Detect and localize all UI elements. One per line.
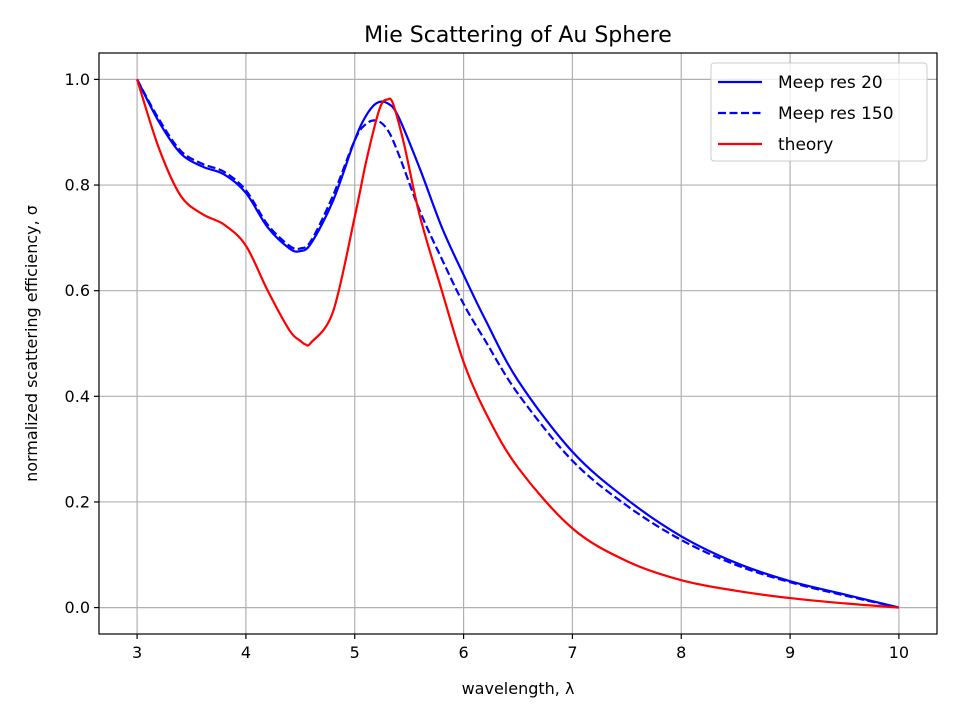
legend-label-theory: theory — [778, 135, 833, 155]
x-tick-label: 4 — [241, 643, 251, 662]
x-tick-label: 10 — [889, 643, 909, 662]
plot-area-frame — [98, 52, 938, 635]
legend-label-meep-res-20: Meep res 20 — [778, 73, 883, 93]
legend-box — [710, 62, 928, 162]
y-tick-label: 0.6 — [65, 281, 90, 300]
series-line-meep-res-20 — [136, 78, 900, 609]
x-tick-label: 3 — [132, 643, 142, 662]
series-line-theory — [136, 79, 899, 609]
y-tick-label: 0.2 — [65, 492, 90, 511]
x-tick-label: 9 — [785, 643, 795, 662]
x-tick-label: 6 — [458, 643, 468, 662]
y-tick-label: 0.0 — [65, 598, 90, 617]
y-tick-label: 0.4 — [65, 387, 90, 406]
x-tick-label: 8 — [676, 643, 686, 662]
series-layer — [136, 78, 900, 609]
y-axis-label: normalized scattering efficiency, σ — [22, 205, 41, 482]
chart-title: Mie Scattering of Au Sphere — [364, 23, 672, 48]
x-tick-label: 7 — [567, 643, 577, 662]
legend-label-meep-res-150: Meep res 150 — [778, 104, 894, 124]
x-axis-label: wavelength, λ — [462, 679, 575, 698]
series-line-meep-res-150 — [136, 78, 900, 609]
tick-layer: 3 4 5 6 7 8 9 10 0.0 0.2 0.4 0.6 0.8 1.0 — [65, 70, 910, 662]
legend: Meep res 20 Meep res 150 theory — [710, 62, 928, 162]
y-tick-label: 1.0 — [65, 70, 90, 89]
y-tick-label: 0.8 — [65, 176, 90, 195]
x-tick-label: 5 — [350, 643, 360, 662]
